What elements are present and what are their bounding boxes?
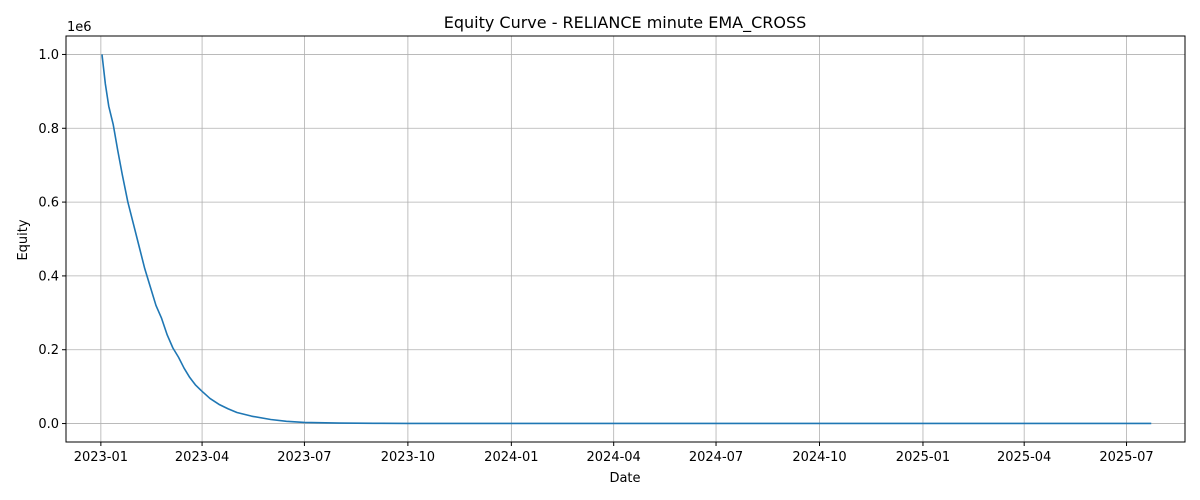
x-axis-label: Date	[609, 471, 640, 486]
x-tick-label: 2024-04	[587, 450, 641, 465]
y-tick-label: 1.0	[38, 48, 59, 63]
series-group	[101, 54, 1152, 425]
x-tick-label: 2023-01	[74, 450, 128, 465]
x-tick-label: 2025-07	[1099, 450, 1153, 465]
plot-frame	[65, 35, 1186, 443]
x-tick-label: 2023-07	[277, 450, 331, 465]
x-tick-label: 2023-04	[175, 450, 229, 465]
y-tick-label: 0.4	[38, 269, 59, 284]
y-axis-label: Equity	[16, 219, 31, 260]
y-tick-label: 0.8	[38, 122, 59, 137]
x-tick-label: 2025-01	[896, 450, 950, 465]
y-tick-label: 0.6	[38, 196, 59, 211]
x-axis: 2023-01 2023-04 2023-07 2023-10 2024-01 2024-…	[74, 442, 1154, 465]
x-tick-label: 2024-07	[689, 450, 743, 465]
y-tick-label: 0.2	[38, 343, 59, 358]
equity-line	[101, 54, 1152, 425]
x-tick-label: 2025-04	[997, 450, 1051, 465]
x-tick-label: 2024-10	[792, 450, 846, 465]
y-tick-label: 0.0	[38, 417, 59, 432]
y-axis: 0.0 0.2 0.4 0.6 0.8 1.0	[38, 48, 66, 432]
x-tick-label: 2024-01	[484, 450, 538, 465]
grid	[66, 36, 1185, 442]
x-tick-label: 2023-10	[381, 450, 435, 465]
chart-title: Equity Curve - RELIANCE minute EMA_CROSS	[444, 13, 807, 33]
y-axis-offset-label: 1e6	[67, 20, 92, 35]
